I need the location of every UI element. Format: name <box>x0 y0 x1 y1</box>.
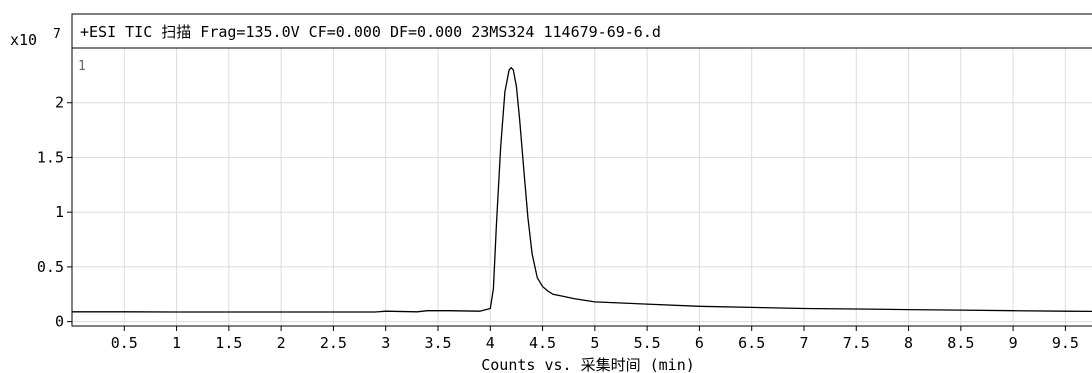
x-tick-label: 0.5 <box>111 334 138 352</box>
x-tick-label: 5 <box>590 334 599 352</box>
x-tick-label: 2.5 <box>320 334 347 352</box>
x-tick-label: 7 <box>799 334 808 352</box>
panel-label: 1 <box>78 59 86 74</box>
y-tick-label: 0.5 <box>37 258 64 276</box>
y-tick-label: 0 <box>55 313 64 331</box>
x-tick-label: 8.5 <box>947 334 974 352</box>
y-tick-label: 2 <box>55 94 64 112</box>
y-axis: 0 0.5 1 1.5 2 <box>37 94 72 331</box>
x-tick-label: 6.5 <box>738 334 765 352</box>
x-tick-label: 9.5 <box>1052 334 1079 352</box>
x-tick-label: 7.5 <box>843 334 870 352</box>
x-tick-label: 2 <box>277 334 286 352</box>
y-multiplier-label: x10 <box>10 31 37 49</box>
grid-lines <box>72 48 1092 326</box>
x-tick-label: 8 <box>904 334 913 352</box>
y-tick-label: 1.5 <box>37 148 64 166</box>
tic-trace <box>72 66 1092 313</box>
chart-title: +ESI TIC 扫描 Frag=135.0V CF=0.000 DF=0.00… <box>80 23 661 41</box>
y-exponent-label: 7 <box>53 27 61 42</box>
x-tick-label: 1 <box>172 334 181 352</box>
x-axis: 0.5 1 1.5 2 2.5 3 3.5 4 4.5 5 5.5 6 6.5 7 7.5 8 8.5 9 9.5 <box>111 326 1079 352</box>
x-tick-label: 5.5 <box>634 334 661 352</box>
x-tick-label: 6 <box>695 334 704 352</box>
x-tick-label: 3 <box>381 334 390 352</box>
x-tick-label: 4 <box>486 334 495 352</box>
plot-frame <box>71 47 1092 327</box>
x-axis-label: Counts vs. 采集时间 (min) <box>481 356 695 373</box>
x-tick-label: 1.5 <box>215 334 242 352</box>
x-tick-label: 4.5 <box>529 334 556 352</box>
y-tick-label: 1 <box>55 203 64 221</box>
x-tick-label: 3.5 <box>424 334 451 352</box>
x-tick-label: 9 <box>1009 334 1018 352</box>
